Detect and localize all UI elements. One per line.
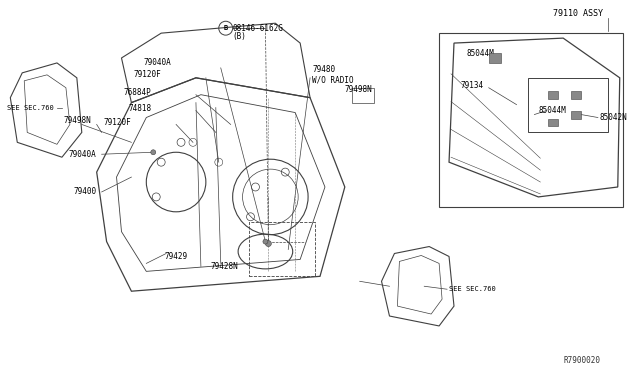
Text: R7900020: R7900020 xyxy=(563,356,600,365)
Text: 79480
W/O RADIO: 79480 W/O RADIO xyxy=(312,65,354,84)
Bar xyxy=(571,91,581,99)
Text: 79429: 79429 xyxy=(164,252,188,261)
Bar xyxy=(489,53,500,63)
Circle shape xyxy=(151,150,156,155)
Circle shape xyxy=(266,241,271,247)
Text: 79428N: 79428N xyxy=(211,262,239,271)
Text: B: B xyxy=(223,25,228,31)
Bar xyxy=(439,33,623,207)
Circle shape xyxy=(263,239,268,244)
Text: 85044M: 85044M xyxy=(538,106,566,115)
Text: 79110 ASSY: 79110 ASSY xyxy=(553,9,604,18)
Text: 08146-6162G: 08146-6162G xyxy=(233,24,284,33)
Text: (B): (B) xyxy=(233,32,246,41)
Bar xyxy=(548,91,558,99)
Text: 79498N: 79498N xyxy=(345,85,372,94)
Text: 79120F: 79120F xyxy=(134,70,161,79)
Text: SEE SEC.760: SEE SEC.760 xyxy=(7,105,54,110)
Bar xyxy=(548,119,558,126)
Text: 79120F: 79120F xyxy=(104,118,131,127)
Text: 79040A: 79040A xyxy=(69,150,97,159)
Bar xyxy=(352,88,374,103)
Bar xyxy=(529,78,608,132)
Text: 79040A: 79040A xyxy=(143,58,171,67)
Text: 85044M: 85044M xyxy=(467,48,495,58)
Bar xyxy=(571,110,581,119)
Text: 85042N: 85042N xyxy=(600,113,628,122)
Text: 79134: 79134 xyxy=(461,81,484,90)
Text: 74818: 74818 xyxy=(128,104,151,113)
Text: SEE SEC.760: SEE SEC.760 xyxy=(449,286,496,292)
Text: 79498N: 79498N xyxy=(64,116,92,125)
Text: 76884P: 76884P xyxy=(124,88,151,97)
Text: 79400: 79400 xyxy=(74,187,97,196)
